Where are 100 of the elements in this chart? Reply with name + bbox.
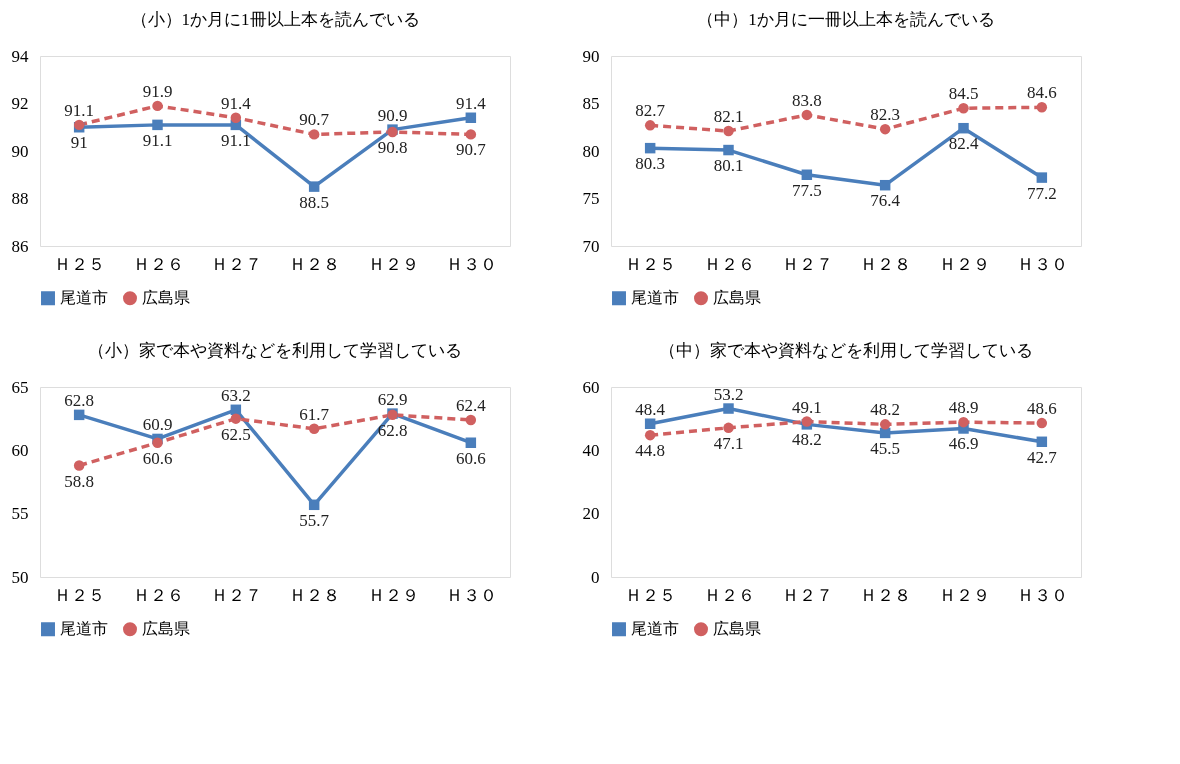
data-label: 90.9 [377, 105, 408, 125]
x-tick-label: Ｈ２５ [54, 254, 106, 274]
legend-label: 尾道市 [60, 289, 108, 307]
data-label: 82.4 [948, 134, 979, 154]
y-tick-label: 94 [11, 46, 29, 66]
point [723, 125, 734, 137]
data-label: 48.4 [635, 399, 666, 419]
data-label: 45.5 [870, 438, 901, 458]
x-tick-label: Ｈ２５ [625, 254, 677, 274]
point [1036, 172, 1048, 183]
data-label: 82.1 [713, 107, 744, 127]
data-label: 91.4 [220, 93, 252, 113]
y-tick-label: 80 [582, 141, 600, 161]
data-label: 91 [70, 133, 88, 153]
point [879, 123, 891, 135]
x-tick-label: Ｈ３０ [445, 254, 497, 274]
data-label: 62.9 [377, 389, 408, 409]
data-label: 48.2 [870, 400, 901, 420]
data-label: 58.8 [64, 471, 95, 491]
y-tick-label: 92 [11, 94, 29, 113]
legend-label: 広島県 [142, 289, 190, 307]
point [644, 418, 656, 429]
point [308, 181, 320, 192]
data-label: 61.7 [299, 404, 330, 424]
point [879, 419, 891, 430]
x-tick-label: Ｈ２５ [54, 585, 106, 605]
data-label: 82.7 [635, 101, 666, 121]
x-tick-label: Ｈ２６ [703, 585, 755, 605]
data-label: 48.6 [1026, 399, 1057, 419]
y-tick-label: 55 [11, 504, 29, 524]
x-tick-label: Ｈ２９ [367, 254, 419, 274]
point [465, 414, 477, 426]
point [73, 409, 85, 421]
x-tick-label: Ｈ２６ [132, 254, 184, 274]
point [465, 129, 477, 140]
x-tick-label: Ｈ２８ [289, 585, 341, 605]
data-label: 47.1 [713, 433, 744, 453]
point [308, 499, 320, 511]
data-label: 46.9 [948, 434, 979, 454]
data-label: 91.1 [142, 130, 173, 150]
x-tick-label: Ｈ２６ [132, 585, 184, 605]
data-label: 62.4 [455, 395, 487, 415]
data-label: 84.6 [1026, 83, 1057, 103]
data-label: 91.1 [64, 100, 95, 120]
x-tick-label: Ｈ２８ [289, 254, 341, 274]
data-label: 91.9 [142, 81, 173, 101]
data-label: 91.1 [220, 130, 251, 150]
data-label: 77.5 [791, 180, 822, 200]
point [465, 437, 477, 448]
x-tick-label: Ｈ２８ [860, 254, 912, 274]
data-label: 53.2 [713, 384, 744, 404]
y-tick-label: 85 [582, 94, 600, 113]
data-label: 90.7 [299, 110, 330, 130]
y-tick-label: 90 [582, 46, 600, 66]
point [879, 179, 891, 191]
y-tick-label: 65 [11, 377, 29, 397]
y-tick-label: 75 [582, 189, 600, 208]
legend-label: 尾道市 [631, 289, 679, 307]
data-label: 49.1 [791, 397, 822, 417]
x-tick-label: Ｈ３０ [445, 585, 497, 605]
data-label: 84.5 [948, 84, 979, 104]
point [152, 437, 163, 448]
chart-title: （中）1か月に一冊以上本を読んでいる [697, 10, 995, 29]
data-label: 48.9 [948, 398, 979, 418]
chart-title: （小）家で本や資料などを利用して学習している [88, 341, 462, 360]
data-label: 60.6 [455, 448, 486, 468]
data-label: 62.8 [64, 390, 95, 410]
point [230, 112, 242, 123]
x-tick-label: Ｈ３０ [1016, 254, 1068, 274]
point [152, 119, 163, 131]
point [723, 144, 734, 156]
legend-label: 尾道市 [631, 620, 679, 638]
point [801, 169, 813, 180]
y-tick-label: 90 [11, 141, 29, 161]
data-label: 88.5 [299, 192, 330, 212]
y-tick-label: 50 [11, 567, 29, 587]
chart-title: （中）家で本や資料などを利用して学習している [659, 341, 1033, 360]
data-label: 83.8 [791, 90, 822, 110]
point [1036, 102, 1048, 113]
x-tick-label: Ｈ２７ [781, 585, 833, 605]
point [958, 416, 969, 428]
x-tick-label: Ｈ２７ [210, 254, 262, 274]
point [1036, 417, 1048, 429]
data-label: 42.7 [1026, 447, 1058, 467]
y-tick-label: 60 [582, 377, 600, 397]
data-label: 44.8 [635, 441, 666, 461]
data-label: 90.7 [455, 140, 487, 160]
point [644, 120, 656, 131]
y-tick-label: 70 [582, 236, 600, 256]
point [73, 460, 85, 471]
legend-label: 広島県 [142, 620, 190, 638]
x-tick-label: Ｈ２９ [938, 585, 990, 605]
data-label: 80.3 [635, 154, 666, 174]
legend-label: 尾道市 [60, 620, 108, 638]
legend-label: 広島県 [713, 289, 761, 307]
data-label: 90.8 [377, 138, 408, 157]
data-label: 60.6 [142, 448, 173, 468]
y-tick-label: 86 [11, 236, 29, 256]
x-tick-label: Ｈ２５ [625, 585, 677, 605]
x-tick-label: Ｈ２７ [210, 585, 262, 605]
